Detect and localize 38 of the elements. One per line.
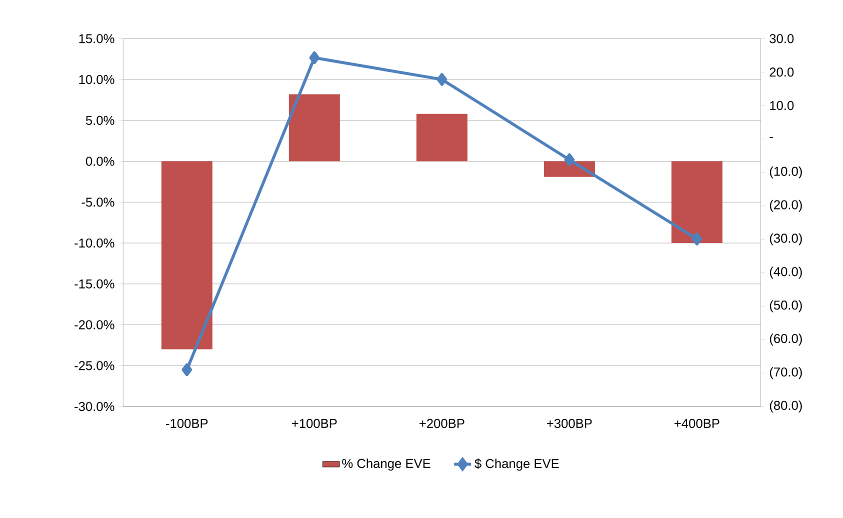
y-tick-label: -20.0% [74, 320, 114, 330]
x-tick-label: +300BP [547, 419, 592, 428]
bar [671, 161, 722, 244]
y-tick-label: 0.0% [86, 156, 114, 166]
point [309, 52, 320, 64]
y2-tick-label: 30.0 [770, 34, 794, 44]
legend-label: % Change EVE [342, 458, 430, 471]
y2-tick-label: (30.0) [770, 234, 802, 246]
y2-tick-label: (70.0) [770, 367, 802, 380]
y-tick-label: -5.0% [82, 198, 114, 207]
y-tick-label: 5.0% [86, 116, 114, 126]
y2-tick-label: (80.0) [770, 400, 802, 413]
bar [161, 161, 212, 350]
y-tick-label: 10.0% [79, 75, 114, 84]
y-tick-label: -30.0% [74, 402, 114, 412]
point [564, 154, 575, 166]
y2-tick-label: (40.0) [770, 266, 802, 279]
y-tick-label: -15.0% [74, 280, 114, 289]
y-tick-label: 15.0% [79, 34, 114, 44]
y-tick-label: -10.0% [74, 238, 114, 248]
x-tick-label: +100BP [292, 419, 337, 428]
y2-tick-label: 20.0 [770, 68, 794, 77]
x-tick-label: +400BP [674, 419, 720, 428]
point [436, 73, 448, 86]
point [692, 232, 702, 246]
y-tick-label: -25.0% [74, 361, 114, 370]
y2-tick-label: (50.0) [770, 300, 802, 312]
y2-tick-label: - [770, 137, 773, 138]
y2-tick-label: (10.0) [770, 166, 802, 179]
bar [288, 94, 340, 162]
y2-tick-label: 10.0 [770, 101, 794, 110]
y2-tick-label: (20.0) [770, 200, 802, 212]
point [182, 364, 192, 376]
y2-tick-label: (60.0) [770, 334, 802, 346]
legend-label: $ Change EVE [474, 458, 559, 471]
x-tick-label: +200BP [420, 419, 464, 428]
x-tick-label: -100BP [166, 419, 208, 428]
bar [416, 114, 468, 162]
